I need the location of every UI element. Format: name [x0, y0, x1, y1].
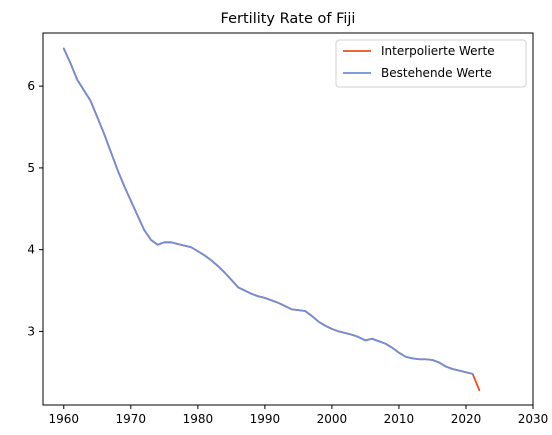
series-line-existing: [62, 47, 474, 375]
x-tick-label: 2010: [384, 412, 415, 426]
series-line-interpolated: [62, 47, 481, 392]
y-tick-label: 6: [27, 79, 35, 93]
x-tick-label: 1980: [183, 412, 214, 426]
legend-label-interpolated: Interpolierte Werte: [381, 44, 495, 58]
x-tick-label: 1990: [250, 412, 281, 426]
x-axis: 1960 1970 1980 1990 2000 2010 2020 2030: [49, 405, 549, 426]
y-tick-label: 3: [27, 324, 35, 338]
legend-label-existing: Bestehende Werte: [381, 66, 492, 80]
x-tick-label: 2030: [518, 412, 549, 426]
plot-area: [62, 47, 481, 392]
y-axis: 3 4 5 6: [27, 79, 43, 338]
y-tick-label: 5: [27, 161, 35, 175]
chart-title: Fertility Rate of Fiji: [221, 11, 356, 27]
x-tick-label: 1970: [116, 412, 147, 426]
x-tick-label: 2020: [451, 412, 482, 426]
axes-frame: [42, 32, 534, 406]
x-tick-label: 1960: [49, 412, 80, 426]
y-tick-label: 4: [27, 243, 35, 257]
legend: Interpolierte Werte Bestehende Werte: [335, 39, 527, 88]
legend-box: [335, 39, 527, 88]
x-tick-label: 2000: [317, 412, 348, 426]
